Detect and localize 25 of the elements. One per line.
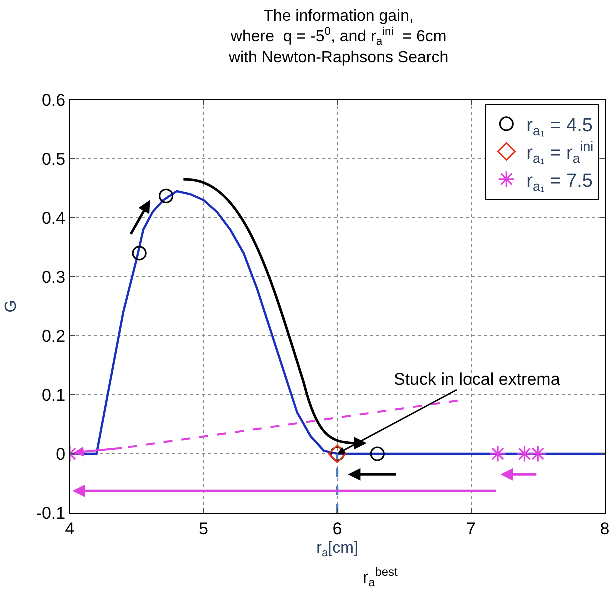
y-tick-label: 0.4 — [42, 208, 66, 228]
x-tick-label: 5 — [199, 519, 208, 538]
y-tick-label: 0.2 — [42, 326, 66, 346]
chart-title: The information gain, where q = -5$^{0}$, and r$_{a}$$^{ini}$ = 6cm with Newton-Raphsons Search — [228, 8, 449, 67]
x-tick-label: 6 — [332, 519, 342, 538]
legend-label: r$_{a₁}$ = 7.5 — [526, 170, 593, 194]
point — [530, 445, 547, 463]
point — [370, 446, 385, 462]
y-tick-label: -0.1 — [36, 504, 66, 523]
y-tick-label: 0.3 — [42, 268, 66, 287]
point — [159, 188, 174, 204]
point — [132, 246, 147, 261]
point — [489, 445, 507, 463]
y-tick-label: 0.5 — [42, 150, 66, 169]
x-tick-label: 8 — [600, 519, 610, 538]
y-tick-label: 0.6 — [42, 90, 66, 110]
y-tick-label: 0.1 — [42, 386, 66, 405]
x-axis-title: r$_{a}$[cm] — [316, 540, 358, 560]
y-tick-label: 0 — [56, 444, 66, 464]
x-tick-label: 4 — [65, 519, 75, 538]
y-axis-title: G — [3, 300, 20, 313]
legend-label: r$_{a₁}$ = 4.5 — [526, 115, 593, 138]
x-tick-label: 7 — [466, 519, 476, 538]
annotation: Stuck in local extrema — [394, 370, 561, 389]
point — [516, 445, 534, 463]
